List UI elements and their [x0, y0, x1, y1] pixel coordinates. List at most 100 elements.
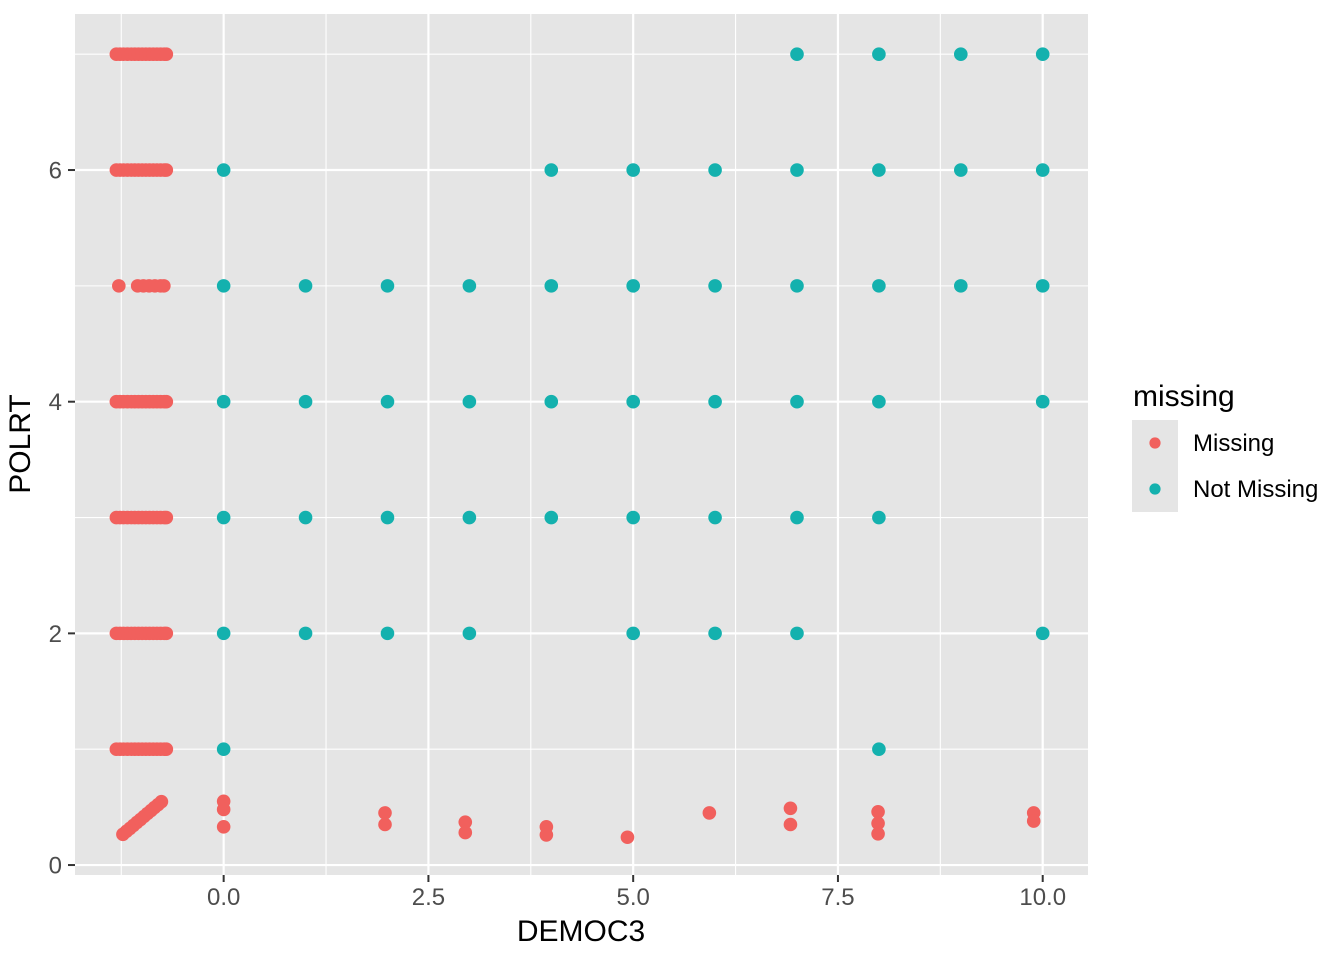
point-not-missing	[298, 394, 313, 409]
point-not-missing	[872, 47, 886, 61]
legend-title: missing	[1133, 380, 1235, 413]
point-missing	[216, 802, 231, 817]
x-axis-tick-marks	[222, 875, 1044, 882]
legend-label-not-missing: Not Missing	[1193, 476, 1318, 503]
point-not-missing	[544, 279, 559, 293]
point-not-missing	[1035, 394, 1050, 409]
point-not-missing	[544, 510, 559, 525]
point-not-missing	[380, 279, 395, 293]
point-missing	[871, 816, 885, 831]
point-not-missing	[790, 279, 804, 293]
point-not-missing	[216, 163, 231, 177]
point-not-missing	[790, 163, 804, 177]
point-not-missing	[380, 510, 395, 525]
point-not-missing	[872, 394, 886, 409]
plot-panel	[75, 14, 1088, 875]
point-not-missing	[216, 510, 231, 525]
point-missing	[783, 801, 798, 816]
y-tick-label: 6	[49, 158, 62, 185]
point-missing	[871, 826, 885, 841]
point-not-missing	[216, 394, 231, 409]
point-missing	[159, 510, 174, 525]
x-tick-label: 5.0	[616, 884, 649, 911]
point-not-missing	[462, 394, 477, 409]
point-missing	[159, 163, 174, 177]
point-not-missing	[626, 626, 640, 641]
point-missing	[458, 815, 473, 829]
point-not-missing	[626, 510, 640, 525]
x-tick-label: 7.5	[821, 884, 854, 911]
y-axis-title: POLRT	[4, 394, 37, 493]
legend: missing Missing Not Missing	[1132, 380, 1318, 512]
point-missing	[458, 825, 473, 840]
point-not-missing	[462, 279, 477, 293]
point-not-missing	[790, 510, 804, 525]
point-not-missing	[544, 163, 559, 177]
point-not-missing	[708, 279, 722, 293]
y-tick-label: 2	[49, 621, 62, 648]
point-missing	[620, 830, 635, 845]
points-missing	[109, 47, 1041, 845]
point-not-missing	[1035, 163, 1050, 177]
x-tick-label: 10.0	[1019, 884, 1066, 911]
legend-dot-not-missing-icon	[1149, 483, 1161, 495]
point-not-missing	[1035, 47, 1050, 61]
point-not-missing	[626, 163, 640, 177]
point-missing	[159, 47, 174, 61]
grid-major-lines	[75, 14, 1088, 875]
point-missing	[702, 806, 717, 820]
grid-minor-lines	[75, 14, 1088, 875]
y-tick-label: 4	[49, 389, 62, 416]
point-not-missing	[298, 510, 313, 525]
point-not-missing	[298, 626, 313, 641]
legend-label-missing: Missing	[1193, 430, 1274, 457]
point-missing	[378, 817, 392, 832]
point-missing	[157, 279, 171, 293]
point-not-missing	[298, 279, 313, 293]
point-missing	[112, 279, 126, 293]
point-not-missing	[790, 394, 804, 409]
point-missing	[159, 394, 174, 409]
point-not-missing	[954, 47, 968, 61]
point-not-missing	[708, 394, 722, 409]
point-not-missing	[1035, 279, 1050, 293]
point-not-missing	[708, 163, 722, 177]
point-not-missing	[790, 47, 804, 61]
point-missing	[1026, 814, 1041, 828]
point-not-missing	[872, 742, 886, 757]
point-missing	[159, 742, 174, 757]
x-axis-tick-labels: 0.0 2.5 5.0 7.5 10.0	[207, 884, 1066, 911]
y-axis-tick-labels: 0 2 4 6	[49, 158, 62, 880]
point-missing	[216, 820, 231, 834]
point-missing	[154, 794, 169, 809]
point-not-missing	[872, 163, 886, 177]
point-not-missing	[380, 626, 395, 641]
point-not-missing	[380, 394, 395, 409]
point-not-missing	[954, 279, 968, 293]
point-not-missing	[1035, 626, 1050, 641]
x-axis-title: DEMOC3	[517, 915, 645, 948]
point-not-missing	[790, 626, 804, 641]
point-missing	[539, 828, 554, 842]
point-missing	[871, 804, 885, 819]
y-tick-label: 0	[49, 853, 62, 880]
point-not-missing	[954, 163, 968, 177]
point-not-missing	[872, 279, 886, 293]
x-tick-label: 0.0	[207, 884, 240, 911]
point-not-missing	[872, 510, 886, 525]
point-not-missing	[708, 626, 722, 641]
point-not-missing	[216, 742, 231, 757]
point-not-missing	[216, 626, 231, 641]
point-missing	[378, 806, 392, 820]
point-not-missing	[626, 394, 640, 409]
point-missing	[783, 817, 798, 832]
point-missing	[159, 626, 174, 641]
point-not-missing	[626, 279, 640, 293]
y-axis-tick-marks	[68, 169, 75, 867]
legend-dot-missing-icon	[1149, 437, 1161, 449]
x-tick-label: 2.5	[412, 884, 445, 911]
points-not-missing	[216, 47, 1050, 757]
point-not-missing	[708, 510, 722, 525]
